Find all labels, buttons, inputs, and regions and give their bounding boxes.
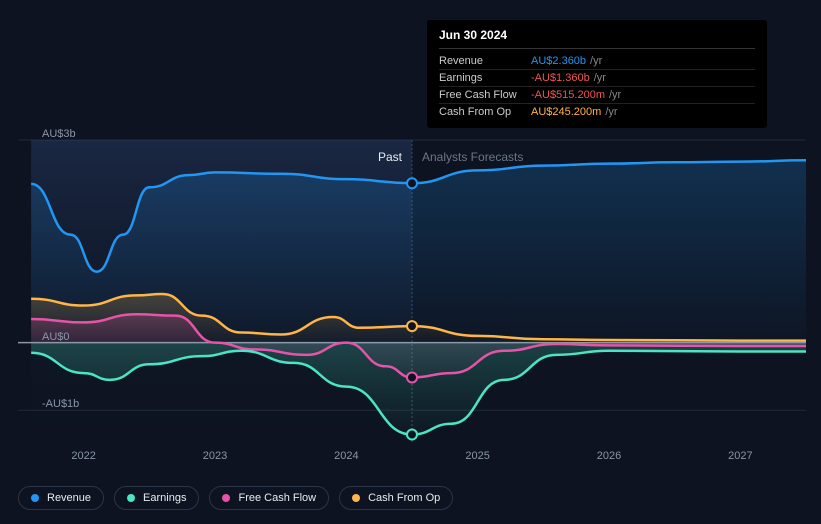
tooltip-metric-unit: /yr	[590, 55, 602, 67]
legend-dot-icon	[222, 494, 230, 502]
tooltip-metric-label: Revenue	[439, 55, 531, 67]
tooltip-metric-unit: /yr	[609, 89, 621, 101]
tooltip-metric-value: -AU$1.360b	[531, 72, 590, 84]
legend-dot-icon	[352, 494, 360, 502]
marker-earnings	[407, 430, 417, 440]
tooltip-row: Earnings-AU$1.360b/yr	[439, 70, 755, 87]
legend-item-earnings[interactable]: Earnings	[114, 486, 199, 510]
tooltip-metric-label: Free Cash Flow	[439, 89, 531, 101]
tooltip-metric-value: AU$245.200m	[531, 106, 601, 118]
legend-item-revenue[interactable]: Revenue	[18, 486, 104, 510]
x-axis-label: 2026	[597, 450, 621, 462]
tooltip-metric-value: -AU$515.200m	[531, 89, 605, 101]
legend-label: Earnings	[143, 492, 186, 504]
chart-tooltip: Jun 30 2024 RevenueAU$2.360b/yrEarnings-…	[427, 20, 767, 128]
legend-item-cash_from_op[interactable]: Cash From Op	[339, 486, 453, 510]
y-axis-label: -AU$1b	[42, 398, 79, 410]
tooltip-metric-unit: /yr	[605, 106, 617, 118]
y-axis-label: AU$3b	[42, 128, 76, 140]
legend-label: Revenue	[47, 492, 91, 504]
x-axis-label: 2024	[334, 450, 358, 462]
legend-label: Free Cash Flow	[238, 492, 316, 504]
legend-dot-icon	[127, 494, 135, 502]
tooltip-row: Cash From OpAU$245.200m/yr	[439, 104, 755, 120]
chart-legend: Revenue Earnings Free Cash Flow Cash From O…	[18, 486, 453, 510]
tooltip-metric-label: Cash From Op	[439, 106, 531, 118]
legend-label: Cash From Op	[368, 492, 440, 504]
legend-dot-icon	[31, 494, 39, 502]
x-axis-label: 2025	[465, 450, 489, 462]
marker-revenue	[407, 178, 417, 188]
forecast-region-label: Analysts Forecasts	[422, 150, 523, 164]
past-region-label: Past	[378, 150, 402, 164]
y-axis-label: AU$0	[42, 331, 70, 343]
x-axis-label: 2023	[203, 450, 227, 462]
tooltip-metric-value: AU$2.360b	[531, 55, 586, 67]
marker-free_cash_flow	[407, 372, 417, 382]
tooltip-metric-label: Earnings	[439, 72, 531, 84]
x-axis-label: 2027	[728, 450, 752, 462]
tooltip-row: RevenueAU$2.360b/yr	[439, 53, 755, 70]
tooltip-row: Free Cash Flow-AU$515.200m/yr	[439, 87, 755, 104]
tooltip-date: Jun 30 2024	[439, 28, 755, 49]
x-axis-label: 2022	[71, 450, 95, 462]
tooltip-metric-unit: /yr	[594, 72, 606, 84]
marker-cash_from_op	[407, 321, 417, 331]
legend-item-free_cash_flow[interactable]: Free Cash Flow	[209, 486, 329, 510]
